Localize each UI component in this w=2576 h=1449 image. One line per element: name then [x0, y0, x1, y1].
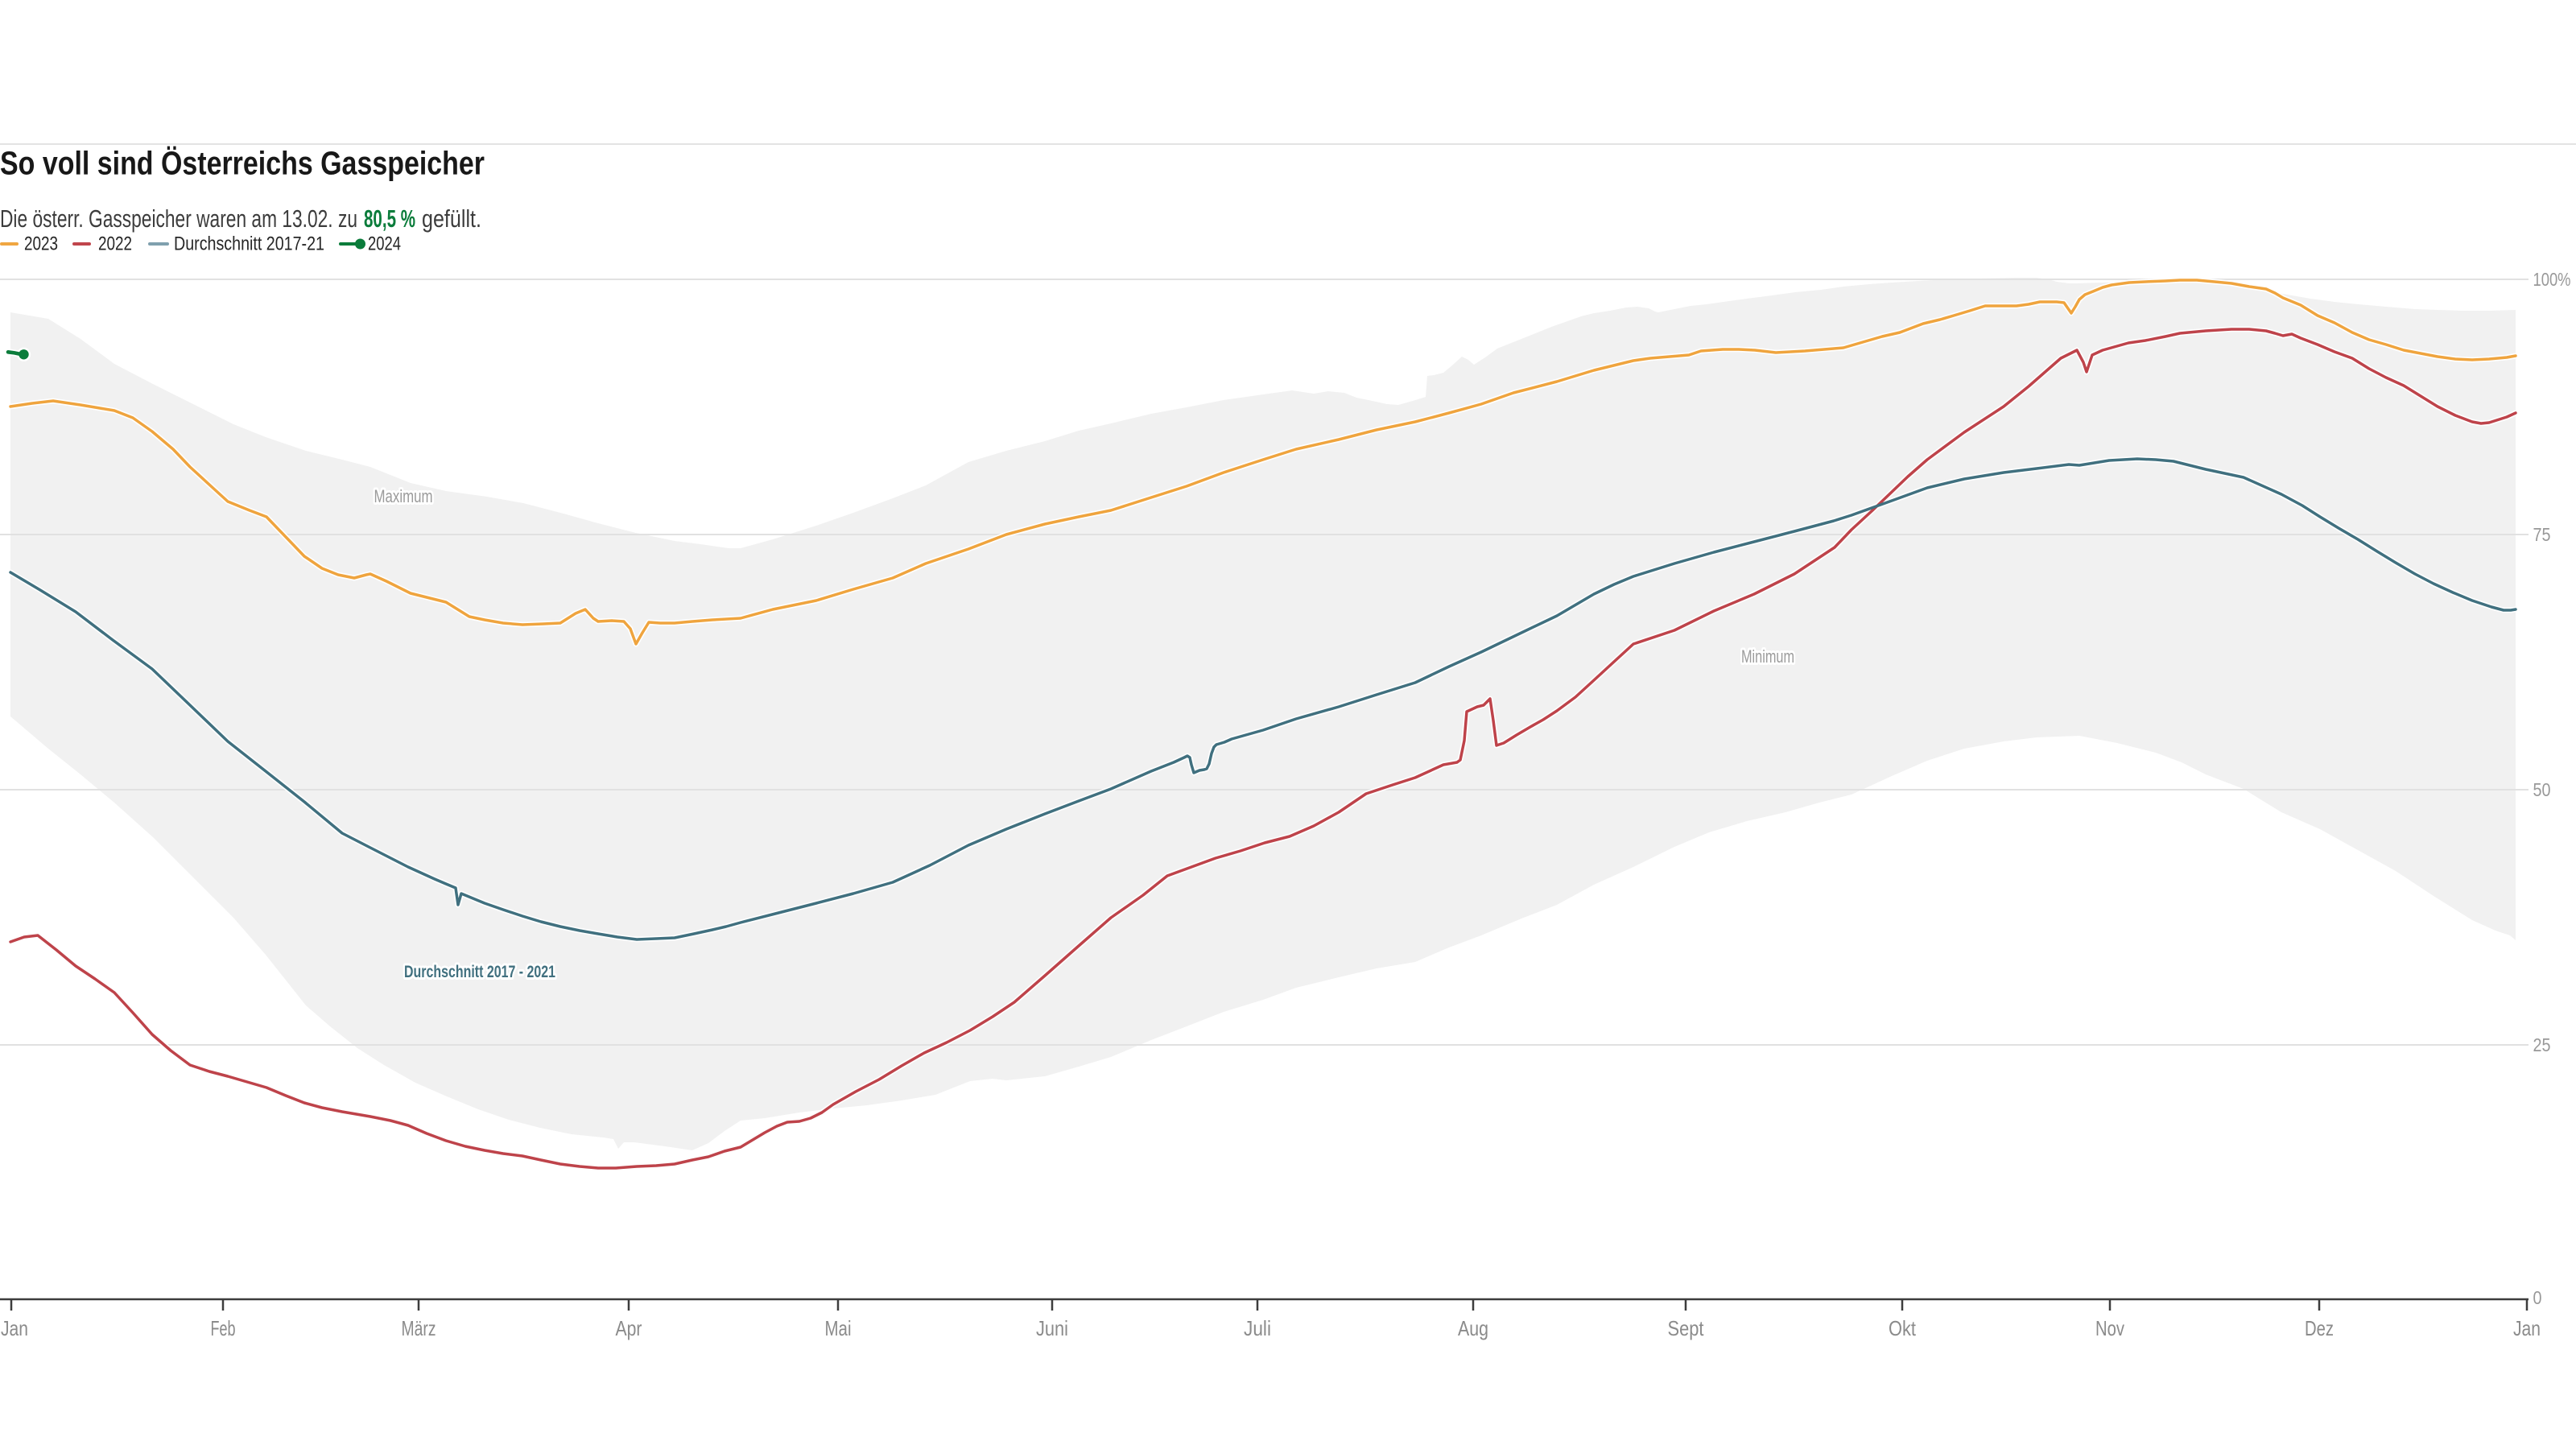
svg-text:50: 50	[2533, 779, 2551, 800]
svg-text:Mai: Mai	[825, 1316, 852, 1340]
svg-text:März: März	[402, 1316, 436, 1340]
svg-text:Nov: Nov	[2095, 1316, 2124, 1340]
svg-text:Juli: Juli	[1244, 1316, 1271, 1340]
svg-text:Dez: Dez	[2305, 1316, 2334, 1340]
svg-text:Aug: Aug	[1458, 1316, 1488, 1340]
svg-text:2022: 2022	[98, 233, 132, 255]
svg-text:Sept: Sept	[1668, 1316, 1705, 1340]
svg-text:Jan: Jan	[1, 1316, 28, 1340]
svg-text:Feb: Feb	[211, 1316, 236, 1340]
svg-text:2024: 2024	[368, 233, 401, 255]
svg-text:gefüllt.: gefüllt.	[422, 204, 481, 233]
svg-text:100%: 100%	[2533, 269, 2571, 290]
svg-text:Jan: Jan	[2513, 1316, 2541, 1340]
svg-text:Durchschnitt 2017 - 2021: Durchschnitt 2017 - 2021	[404, 963, 555, 981]
svg-text:Minimum: Minimum	[1741, 646, 1794, 667]
svg-text:Apr: Apr	[616, 1316, 642, 1340]
svg-text:25: 25	[2533, 1034, 2551, 1055]
svg-text:0: 0	[2533, 1287, 2542, 1308]
svg-text:Okt: Okt	[1889, 1316, 1917, 1340]
svg-text:Maximum: Maximum	[374, 486, 433, 506]
svg-text:80,5 %: 80,5 %	[364, 204, 415, 233]
svg-text:Juni: Juni	[1036, 1316, 1068, 1340]
svg-text:So voll sind Österreichs Gassp: So voll sind Österreichs Gasspeicher	[0, 145, 485, 182]
svg-text:Durchschnitt 2017-21: Durchschnitt 2017-21	[174, 233, 324, 255]
svg-text:75: 75	[2533, 524, 2551, 545]
svg-text:2023: 2023	[24, 233, 58, 255]
svg-text:Die österr. Gasspeicher waren: Die österr. Gasspeicher waren am 13.02. …	[0, 204, 357, 233]
